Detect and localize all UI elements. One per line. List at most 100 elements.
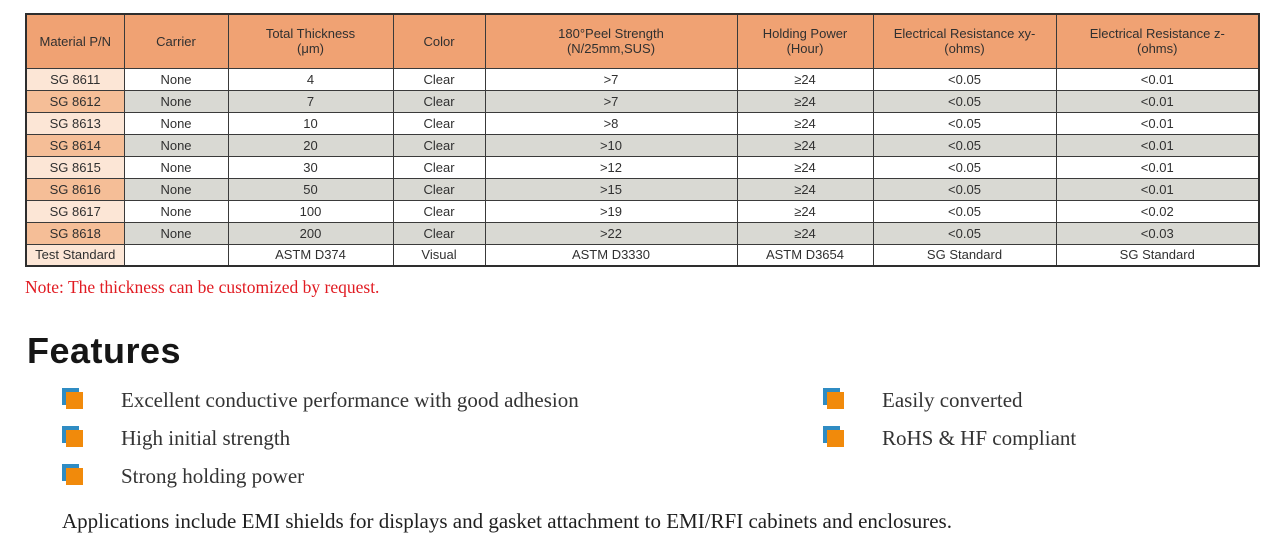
col-header-resistance-z: Electrical Resistance z- (ohms) — [1055, 13, 1260, 69]
col-header-sub: (Hour) — [786, 41, 824, 57]
cell-color: Clear — [392, 221, 486, 245]
cell-resistance-z: <0.01 — [1055, 67, 1260, 91]
features-list-left: Excellent conductive performance with go… — [62, 388, 579, 502]
col-header-sub: (μm) — [297, 41, 324, 57]
col-header-label: Holding Power — [762, 26, 848, 42]
cell-material-pn: SG 8615 — [25, 155, 125, 179]
cell-carrier: None — [123, 111, 229, 135]
cell-color: Clear — [392, 89, 486, 113]
cell-peel: >8 — [484, 111, 738, 135]
square-bullet-icon — [66, 429, 83, 447]
cell-thickness: 7 — [227, 89, 394, 113]
feature-item-label: RoHS & HF compliant — [882, 425, 1077, 450]
cell-material-pn: SG 8612 — [25, 89, 125, 113]
cell-resistance-z: <0.02 — [1055, 199, 1260, 223]
thickness-note: Note: The thickness can be customized by… — [25, 277, 380, 297]
cell-material-pn: SG 8617 — [25, 199, 125, 223]
cell-thickness: 200 — [227, 221, 394, 245]
cell-holding: ≥24 — [736, 177, 874, 201]
cell-color: Clear — [392, 133, 486, 157]
cell-resistance-z: SG Standard — [1055, 243, 1260, 267]
spec-table-section: Material P/N Carrier Total Thickness (μm)… — [25, 13, 1260, 267]
feature-item-label: Easily converted — [882, 387, 1023, 412]
cell-color: Visual — [392, 243, 486, 267]
cell-resistance-z: <0.01 — [1055, 89, 1260, 113]
col-header-sub: (N/25mm,SUS) — [566, 41, 656, 57]
cell-peel: >12 — [484, 155, 738, 179]
cell-resistance-xy: <0.05 — [872, 111, 1057, 135]
features-list-right: Easily converted RoHS & HF compliant — [823, 388, 1076, 464]
cell-color: Clear — [392, 155, 486, 179]
square-bullet-icon — [827, 429, 844, 447]
cell-thickness: 20 — [227, 133, 394, 157]
col-header-total-thickness: Total Thickness (μm) — [227, 13, 394, 69]
col-header-label: 180°Peel Strength — [558, 26, 664, 42]
cell-holding: ≥24 — [736, 67, 874, 91]
cell-resistance-z: <0.01 — [1055, 155, 1260, 179]
cell-thickness: 10 — [227, 111, 394, 135]
cell-peel: >15 — [484, 177, 738, 201]
table-row: SG 8613 None 10 Clear >8 ≥24 <0.05 <0.01 — [25, 111, 1260, 135]
feature-item: High initial strength — [62, 426, 579, 450]
col-header-label: Total Thickness — [265, 26, 356, 42]
feature-item: Excellent conductive performance with go… — [62, 388, 579, 412]
cell-carrier: None — [123, 155, 229, 179]
cell-material-pn: SG 8618 — [25, 221, 125, 245]
cell-color: Clear — [392, 67, 486, 91]
table-row: SG 8617 None 100 Clear >19 ≥24 <0.05 <0.… — [25, 199, 1260, 223]
cell-holding: ASTM D3654 — [736, 243, 874, 267]
cell-peel: >10 — [484, 133, 738, 157]
col-header-label: Electrical Resistance xy- — [893, 26, 1036, 42]
col-header-sub: (ohms) — [1137, 41, 1178, 57]
feature-item: Easily converted — [823, 388, 1076, 412]
cell-resistance-xy: <0.05 — [872, 89, 1057, 113]
col-header-label: Color — [423, 33, 455, 49]
cell-material-pn: SG 8614 — [25, 133, 125, 157]
features-heading: Features — [27, 330, 182, 371]
cell-resistance-xy: <0.05 — [872, 67, 1057, 91]
table-row: SG 8618 None 200 Clear >22 ≥24 <0.05 <0.… — [25, 221, 1260, 245]
col-header-carrier: Carrier — [123, 13, 229, 69]
cell-carrier: None — [123, 133, 229, 157]
cell-thickness: 4 — [227, 67, 394, 91]
cell-color: Clear — [392, 177, 486, 201]
cell-peel: >7 — [484, 89, 738, 113]
col-header-sub: (ohms) — [944, 41, 985, 57]
cell-material-pn: SG 8611 — [25, 67, 125, 91]
col-header-resistance-xy: Electrical Resistance xy- (ohms) — [872, 13, 1057, 69]
cell-thickness: 30 — [227, 155, 394, 179]
feature-item: Strong holding power — [62, 464, 579, 488]
cell-material-pn: SG 8613 — [25, 111, 125, 135]
applications-text: Applications include EMI shields for dis… — [62, 509, 952, 533]
cell-resistance-z: <0.03 — [1055, 221, 1260, 245]
cell-resistance-xy: <0.05 — [872, 177, 1057, 201]
table-row: SG 8616 None 50 Clear >15 ≥24 <0.05 <0.0… — [25, 177, 1260, 201]
cell-holding: ≥24 — [736, 221, 874, 245]
cell-resistance-xy: SG Standard — [872, 243, 1057, 267]
square-bullet-icon — [66, 467, 83, 485]
table-row: SG 8612 None 7 Clear >7 ≥24 <0.05 <0.01 — [25, 89, 1260, 113]
table-row: SG 8615 None 30 Clear >12 ≥24 <0.05 <0.0… — [25, 155, 1260, 179]
feature-item: RoHS & HF compliant — [823, 426, 1076, 450]
cell-material-pn: SG 8616 — [25, 177, 125, 201]
cell-holding: ≥24 — [736, 155, 874, 179]
cell-resistance-xy: <0.05 — [872, 199, 1057, 223]
cell-peel: >19 — [484, 199, 738, 223]
cell-resistance-z: <0.01 — [1055, 111, 1260, 135]
col-header-color: Color — [392, 13, 486, 69]
cell-holding: ≥24 — [736, 111, 874, 135]
col-header-label: Carrier — [156, 33, 196, 49]
col-header-peel-strength: 180°Peel Strength (N/25mm,SUS) — [484, 13, 738, 69]
table-header-row: Material P/N Carrier Total Thickness (μm)… — [25, 13, 1260, 69]
square-bullet-icon — [66, 391, 83, 409]
cell-carrier: None — [123, 177, 229, 201]
cell-holding: ≥24 — [736, 199, 874, 223]
cell-thickness: 100 — [227, 199, 394, 223]
col-header-material-pn: Material P/N — [25, 13, 125, 69]
cell-carrier: None — [123, 221, 229, 245]
feature-item-label: Excellent conductive performance with go… — [121, 387, 579, 412]
cell-carrier: None — [123, 67, 229, 91]
cell-peel: >22 — [484, 221, 738, 245]
cell-thickness: 50 — [227, 177, 394, 201]
feature-item-label: Strong holding power — [121, 463, 305, 488]
